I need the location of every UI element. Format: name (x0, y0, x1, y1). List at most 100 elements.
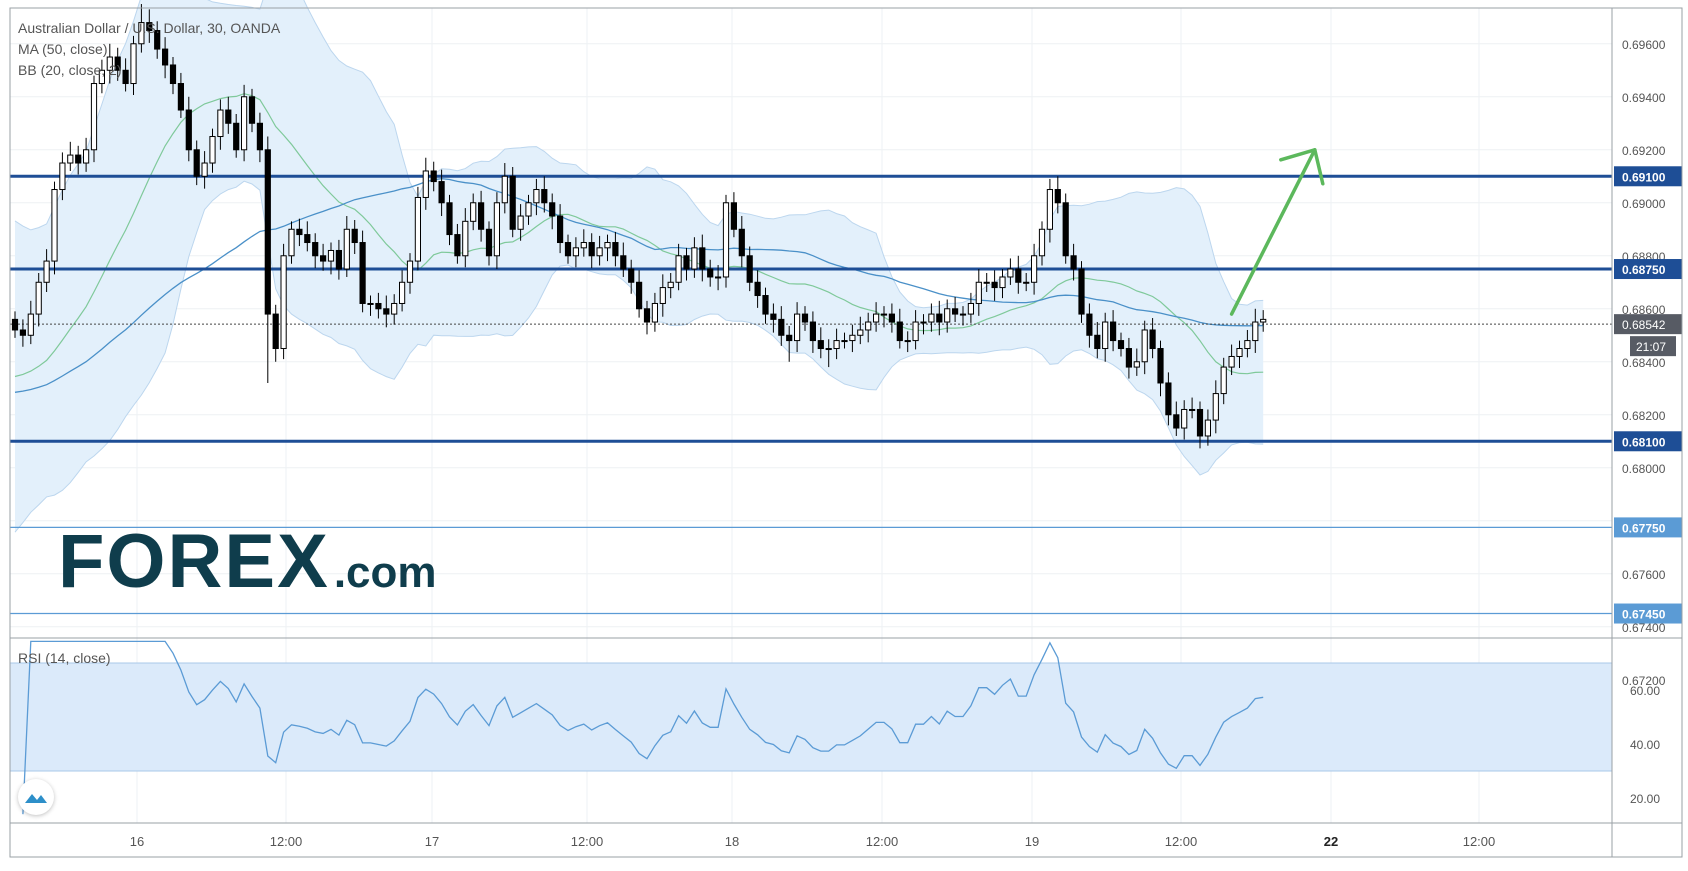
candle-body (1110, 321, 1117, 342)
level-badge (1614, 517, 1682, 538)
candle-body (162, 48, 169, 66)
candle-body (1204, 419, 1212, 437)
rsi-line (22, 640, 1264, 815)
candle-body (51, 189, 58, 262)
last-price-label: 0.68542 (1622, 318, 1666, 332)
candle-body (1094, 334, 1101, 350)
candle-body (248, 96, 256, 124)
candle-body (683, 255, 690, 270)
candle-body (880, 313, 888, 316)
candle-body (43, 260, 50, 283)
x-tick-label: 12:00 (1463, 834, 1496, 849)
candle-body (896, 321, 903, 342)
candle-body (659, 287, 666, 304)
candle-body (967, 302, 974, 315)
level-badge (1614, 431, 1682, 452)
indicator-lines (14, 93, 1264, 393)
candle-body (501, 175, 508, 204)
level-badge (1614, 259, 1682, 280)
candle-body (75, 154, 82, 164)
candle-body (801, 313, 809, 323)
candle-body (667, 281, 674, 289)
candle-body (296, 228, 303, 236)
candle-body (1007, 268, 1014, 278)
x-tick-label: 12:00 (270, 834, 303, 849)
candle-body (722, 202, 730, 278)
candle-body (146, 22, 153, 32)
candle-body (738, 228, 745, 257)
candle-body (343, 228, 350, 270)
candle-body (98, 69, 106, 85)
level-badge-label: 0.68100 (1622, 435, 1666, 449)
symbol-title[interactable]: Australian Dollar / U.S. Dollar, 30, OAN… (18, 20, 281, 36)
candle-body (272, 313, 279, 350)
candle-body (1046, 189, 1054, 230)
candle-body (817, 340, 824, 350)
candle-body (27, 313, 34, 336)
candle-body (177, 83, 185, 111)
candle-body (533, 189, 540, 204)
candle-body (904, 340, 911, 343)
candle-body (67, 154, 74, 164)
last-price-badge (1614, 314, 1682, 335)
candle-body (746, 255, 753, 283)
candle-body (1062, 202, 1069, 257)
candle-body (1141, 329, 1148, 363)
level-badge-label: 0.67750 (1622, 521, 1666, 535)
x-tick-label: 16 (130, 834, 144, 849)
rsi-tick-label: 20.00 (1630, 792, 1660, 806)
candle-body (564, 242, 572, 257)
candle-body (35, 281, 42, 315)
candle-body (1260, 318, 1267, 323)
candle-body (422, 170, 429, 198)
candle-body (478, 202, 485, 230)
candle-body (1133, 361, 1140, 368)
candle-body (351, 228, 358, 244)
candle-body (699, 247, 706, 270)
candle-body (517, 215, 524, 230)
candle-body (1244, 340, 1251, 350)
bb-legend[interactable]: BB (20, close, 2) (18, 62, 122, 78)
candle-body (485, 228, 493, 257)
chart-legend: Australian Dollar / U.S. Dollar, 30, OAN… (18, 18, 280, 81)
x-tick-label: 19 (1025, 834, 1039, 849)
rsi-band (10, 663, 1612, 771)
candle-body (130, 43, 137, 85)
candle-body (454, 234, 461, 257)
candle-body (320, 255, 327, 262)
candle-body (185, 109, 192, 151)
tradingview-logo-button[interactable] (18, 779, 54, 815)
candle-body (1149, 329, 1156, 350)
level-badge-label: 0.69100 (1622, 170, 1666, 184)
candle-body (691, 247, 698, 270)
candle-body (122, 69, 129, 85)
time-axis: 16 12:00 17 12:00 18 12:00 19 12:00 22 12:00 (130, 834, 1496, 849)
candle-body (549, 202, 556, 217)
x-tick-label: 12:00 (866, 834, 899, 849)
candle-body (715, 276, 722, 279)
candle-body (920, 321, 927, 324)
x-tick-label: 12:00 (1165, 834, 1198, 849)
candle-body (154, 30, 161, 50)
candle-body (643, 308, 651, 323)
candle-body (264, 149, 271, 315)
ma-legend[interactable]: MA (50, close) (18, 41, 108, 57)
logo-suffix: .com (333, 548, 437, 597)
candle-body (707, 268, 714, 278)
candle-body (888, 313, 895, 323)
bb-fill-area (15, 0, 1264, 533)
candle-body (1212, 393, 1219, 421)
candle-body (327, 249, 335, 262)
y-tick-label: 0.69600 (1622, 38, 1666, 52)
level-badge (1614, 166, 1682, 187)
candle-body (193, 149, 200, 177)
rsi-legend[interactable]: RSI (14, close) (18, 650, 111, 666)
forex-logo: FOREX.com (58, 518, 437, 605)
candle-body (999, 276, 1006, 289)
candle-body (280, 255, 287, 350)
candle-body (1228, 355, 1235, 368)
candle-body (90, 83, 98, 151)
outer-frame (9, 7, 1683, 858)
y-tick-label: 0.69000 (1622, 197, 1666, 211)
